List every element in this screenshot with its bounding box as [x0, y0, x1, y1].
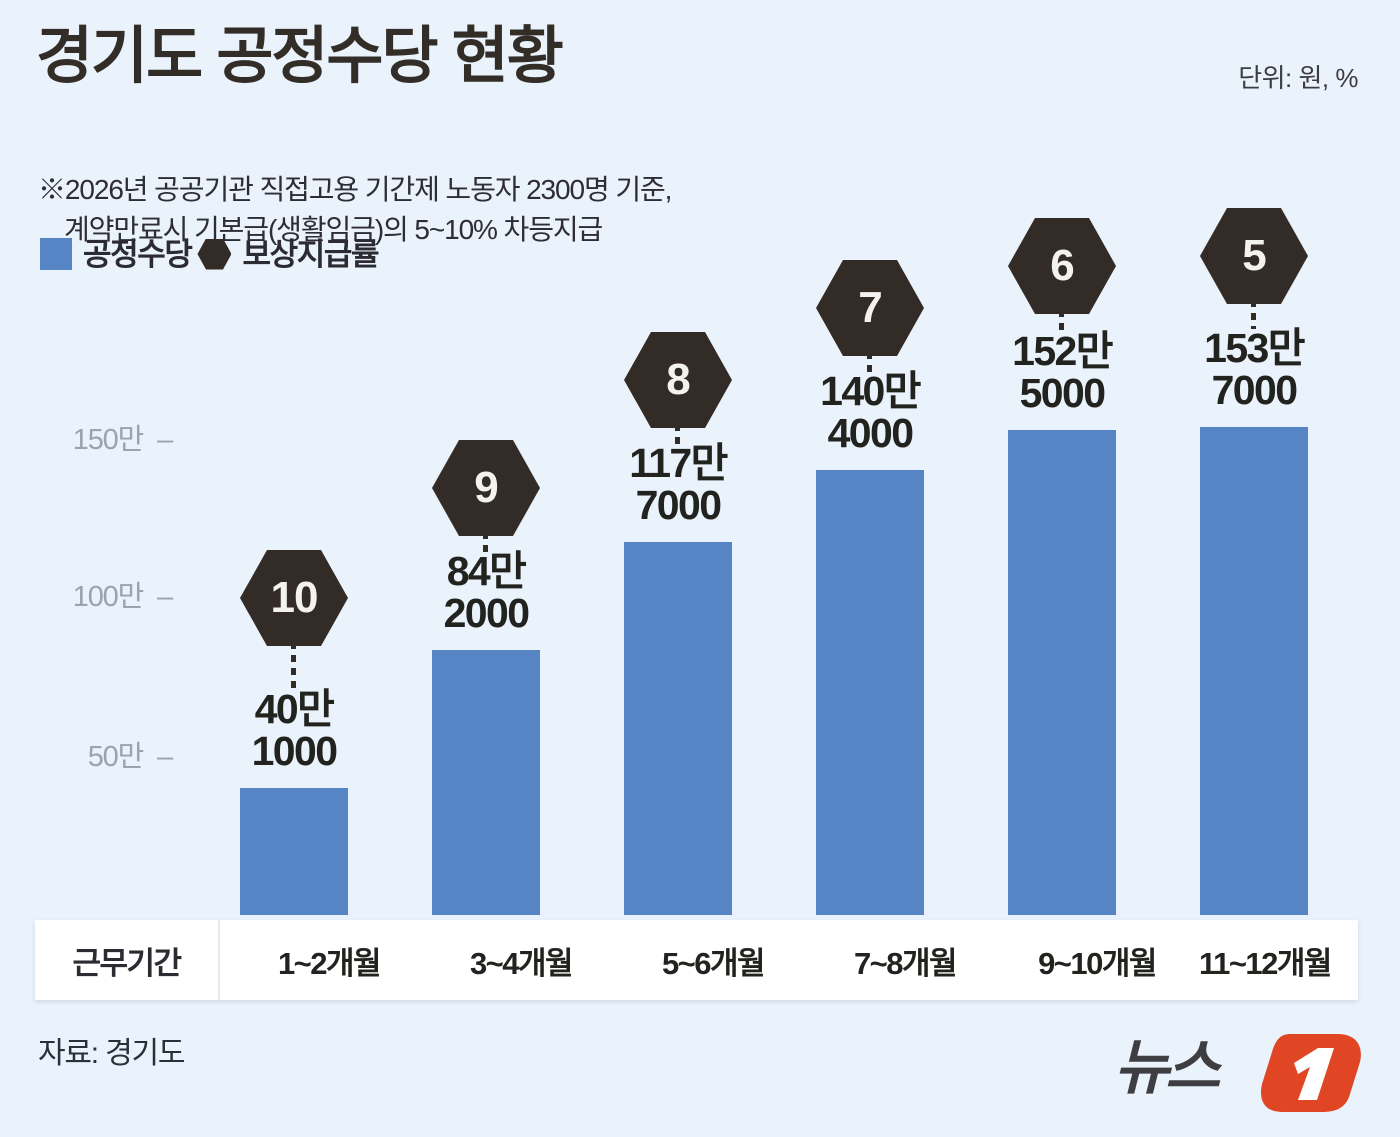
legend-label-bar: 공정수당: [83, 236, 193, 272]
bar-3: [816, 470, 924, 915]
chart-legend: 공정수당 보상지급률: [40, 238, 384, 270]
bar-0: [240, 788, 348, 915]
x-axis-row-header: 근무기간: [35, 920, 220, 1000]
bar-value-label-1: 84만 2000: [443, 548, 530, 636]
unit-note: 단위: 원, %: [1238, 63, 1358, 93]
x-axis-band: 근무기간 1~2개월 3~4개월 5~6개월 7~8개월 9~10개월 11~1…: [35, 920, 1358, 1000]
bar-2: [624, 542, 732, 915]
connector-dotline-3: [867, 352, 872, 372]
hexagon-marker-1: 9: [432, 440, 540, 536]
legend-label-hexagon: 보상지급률: [242, 236, 379, 272]
hexagon-marker-4: 6: [1008, 218, 1116, 314]
y-axis-tick-150: 150만 –: [24, 424, 173, 456]
connector-dotline-0: [291, 642, 296, 690]
y-axis-tick-50: 50만 –: [24, 741, 173, 773]
x-axis-label-5: 11~12개월: [1199, 945, 1332, 981]
connector-dotline-1: [483, 532, 488, 552]
bar-value-label-5: 153만 7000: [1204, 325, 1305, 413]
news1-logo-text: 뉴스: [1114, 1034, 1220, 1101]
x-axis-label-0: 1~2개월: [277, 945, 382, 981]
connector-dotline-5: [1251, 300, 1256, 329]
news1-logo: 뉴스: [1114, 1030, 1364, 1114]
bar-value-label-4: 152만 5000: [1012, 328, 1113, 416]
hexagon-marker-3: 7: [816, 260, 924, 356]
x-axis-label-4: 9~10개월: [1038, 945, 1157, 981]
subtitle-line-2: 계약만료시 기본급(생활임금)의 5~10% 차등지급: [64, 213, 603, 245]
x-axis-label-1: 3~4개월: [469, 945, 574, 981]
bar-5: [1200, 427, 1308, 915]
y-axis-tick-100: 100만 –: [24, 581, 173, 613]
y-axis-tick-100-dash: –: [157, 581, 173, 613]
source-note: 자료: 경기도: [38, 1037, 185, 1070]
y-axis-tick-50-label: 50만: [87, 741, 145, 773]
hexagon-marker-5: 5: [1200, 208, 1308, 304]
page-title: 경기도 공정수당 현황: [36, 22, 564, 91]
bar-1: [432, 650, 540, 915]
y-axis-tick-50-dash: –: [157, 741, 173, 773]
news1-logo-mark-icon: [1260, 1034, 1361, 1112]
connector-dotline-2: [675, 424, 680, 444]
y-axis-tick-100-label: 100만: [72, 581, 144, 613]
subtitle-line-1: ※2026년 공공기관 직접고용 기간제 노동자 2300명 기준,: [38, 173, 672, 205]
x-axis-label-2: 5~6개월: [661, 945, 766, 981]
subtitle-note: ※2026년 공공기관 직접고용 기간제 노동자 2300명 기준, 계약만료시…: [38, 130, 672, 289]
bar-value-label-3: 140만 4000: [820, 368, 921, 456]
hexagon-marker-0: 10: [240, 550, 348, 646]
bar-value-label-2: 117만 7000: [629, 440, 728, 528]
bar-value-label-0: 40만 1000: [251, 686, 338, 774]
hexagon-marker-2: 8: [624, 332, 732, 428]
y-axis-tick-150-dash: –: [157, 424, 173, 456]
y-axis-tick-150-label: 150만: [72, 424, 144, 456]
bar-4: [1008, 430, 1116, 915]
x-axis-label-3: 7~8개월: [853, 945, 958, 981]
connector-dotline-4: [1059, 310, 1064, 332]
legend-swatch-bar-icon: [40, 238, 72, 270]
